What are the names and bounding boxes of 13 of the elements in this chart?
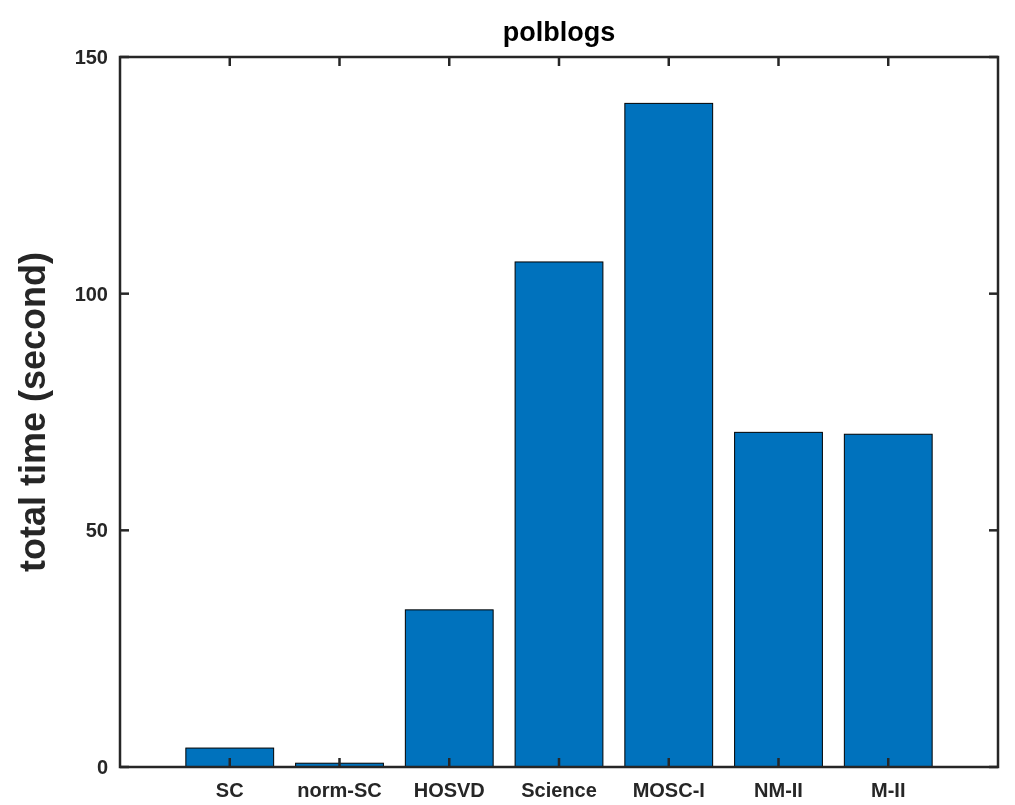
y-tick-label: 50 [85,519,108,542]
chart-title: polblogs [502,17,616,47]
x-tick-label: Science [521,779,597,801]
x-tick-label: HOSVD [413,779,485,801]
y-tick-label: 100 [74,282,108,305]
x-tick-label: MOSC-I [632,779,705,801]
x-tick-label: SC [215,779,244,801]
y-axis-title: total time (second) [12,251,53,573]
y-tick-label: 150 [74,46,108,68]
x-tick-label: norm-SC [297,779,382,801]
y-tick-label: 0 [96,756,108,778]
x-tick-label: M-II [871,779,906,801]
x-tick-label: NM-II [754,779,803,801]
